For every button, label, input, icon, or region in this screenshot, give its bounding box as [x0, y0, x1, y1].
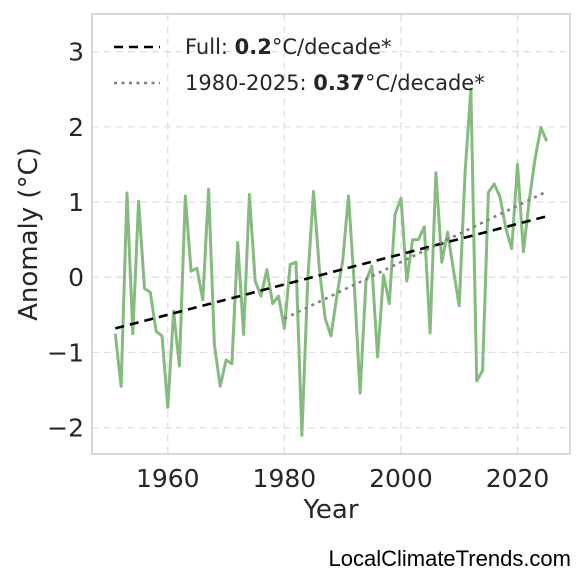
x-tick-label: 2020 — [486, 464, 550, 493]
y-axis-label: Anomaly (°C) — [14, 147, 44, 321]
y-tick-label: −2 — [47, 414, 84, 443]
y-tick-label: 0 — [68, 263, 84, 292]
x-axis-label: Year — [302, 495, 358, 525]
plot-area — [113, 87, 549, 437]
legend-unit: °C/decade* — [365, 71, 485, 95]
x-tick-label: 2000 — [369, 464, 433, 493]
legend-rate: 0.2 — [235, 35, 272, 59]
recent-trend-line — [283, 190, 548, 320]
plot-frame — [91, 13, 571, 455]
legend-entry: 1980-2025: 0.37°C/decade* — [185, 71, 485, 95]
gridlines — [92, 14, 570, 454]
tick-labels: 1960 1980 2000 2020 −2 −1 0 1 2 3 — [47, 38, 549, 493]
y-tick-label: 3 — [68, 38, 84, 67]
x-tick-label: 1960 — [136, 464, 200, 493]
x-tick-label: 1980 — [253, 464, 317, 493]
site-credit: LocalClimateTrends.com — [328, 546, 572, 571]
y-tick-label: −1 — [47, 338, 84, 367]
legend-label: 1980-2025: — [185, 71, 313, 95]
y-tick-label: 2 — [68, 113, 84, 142]
legend-unit: °C/decade* — [272, 35, 392, 59]
full-trend-line — [114, 215, 548, 330]
anomaly-series-line — [113, 87, 549, 437]
legend: Full: 0.2°C/decade*1980-2025: 0.37°C/dec… — [114, 35, 485, 95]
legend-entry: Full: 0.2°C/decade* — [185, 35, 392, 59]
y-tick-label: 1 — [68, 188, 84, 217]
legend-rate: 0.37 — [313, 71, 365, 95]
legend-label: Full: — [185, 35, 235, 59]
